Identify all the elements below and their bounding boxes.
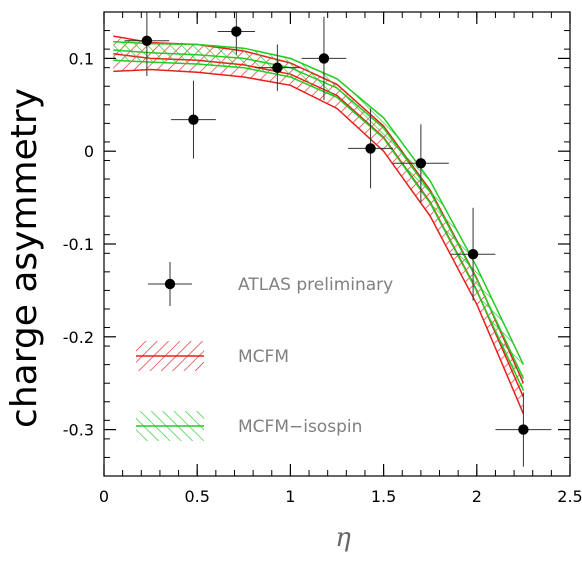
y-tick-label: -0.1 — [63, 235, 94, 254]
point-marker — [188, 114, 199, 125]
point-marker — [518, 424, 529, 435]
x-axis-label: η — [335, 523, 351, 553]
data-point — [301, 16, 347, 101]
band-central-line — [113, 49, 525, 379]
band-lower-line — [113, 68, 525, 415]
data-point — [495, 392, 552, 467]
point-marker — [318, 53, 330, 64]
data-point — [124, 12, 170, 77]
point-marker — [365, 143, 376, 154]
legend-item: ATLAS preliminary — [148, 262, 393, 306]
band-fill — [113, 41, 524, 391]
x-tick-label: 2.5 — [557, 487, 582, 506]
data-point — [450, 207, 496, 301]
legend-label: MCFM — [238, 347, 289, 367]
y-tick-label: 0 — [84, 142, 94, 161]
point-marker — [272, 62, 283, 73]
legend: ATLAS preliminary MCFM MCFM−isospin — [136, 262, 393, 441]
legend-label: MCFM−isospin — [238, 417, 362, 437]
point-marker — [231, 26, 242, 37]
y-tick-label: 0.1 — [69, 49, 94, 68]
legend-item: MCFM — [136, 341, 289, 371]
x-axis: 0 0.5 1 1.5 2 2.5 — [99, 12, 582, 506]
x-tick-label: 1.5 — [371, 487, 396, 506]
legend-label: ATLAS preliminary — [238, 275, 393, 295]
data-point — [348, 108, 393, 189]
point-marker — [415, 158, 427, 169]
point-marker — [467, 249, 479, 260]
data-point — [392, 124, 449, 203]
y-tick-label: -0.3 — [63, 421, 94, 440]
legend-item: MCFM−isospin — [136, 411, 362, 441]
band-lower-line — [113, 59, 525, 391]
x-tick-label: 0 — [99, 487, 109, 506]
x-tick-label: 1 — [285, 487, 295, 506]
y-tick-label: -0.2 — [63, 328, 94, 347]
data-point — [217, 12, 255, 55]
x-tick-label: 2 — [472, 487, 482, 506]
band-upper-line — [113, 40, 525, 365]
point-marker — [141, 35, 153, 46]
band-1 — [113, 40, 525, 391]
legend-swatch-marker — [164, 278, 176, 290]
data-point — [254, 44, 300, 91]
bands — [113, 35, 525, 415]
data-points — [124, 12, 552, 467]
y-axis: 0.1 0 -0.1 -0.2 -0.3 — [63, 11, 570, 477]
y-axis-label: charge asymmetry — [4, 88, 45, 428]
data-point — [171, 80, 216, 159]
x-tick-label: 0.5 — [184, 487, 209, 506]
